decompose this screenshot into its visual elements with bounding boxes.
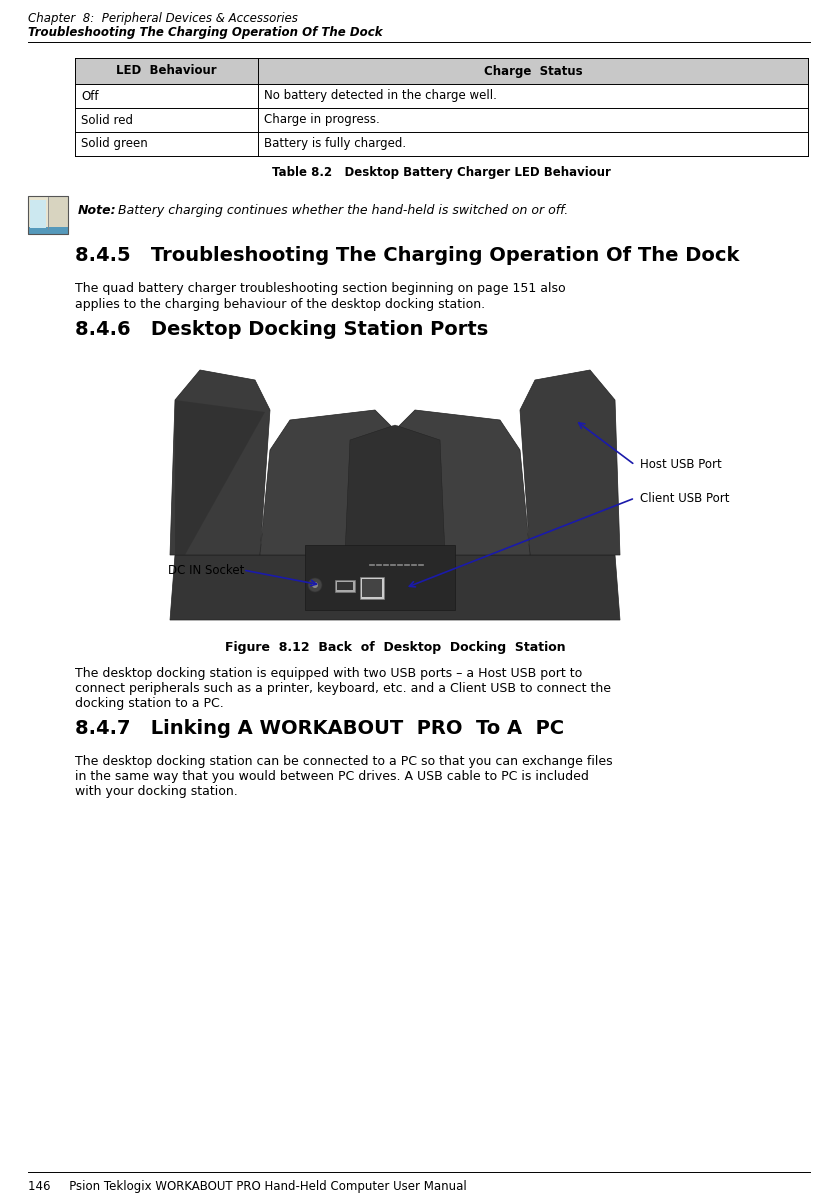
Text: The desktop docking station can be connected to a PC so that you can exchange fi: The desktop docking station can be conne…	[75, 755, 613, 768]
Text: Off: Off	[81, 90, 99, 103]
Text: Host USB Port: Host USB Port	[640, 458, 722, 472]
Text: LED  Behaviour: LED Behaviour	[116, 65, 217, 78]
Text: Troubleshooting The Charging Operation Of The Dock: Troubleshooting The Charging Operation O…	[28, 26, 383, 40]
Polygon shape	[260, 411, 530, 555]
Text: 8.4.5   Troubleshooting The Charging Operation Of The Dock: 8.4.5 Troubleshooting The Charging Opera…	[75, 247, 739, 265]
Text: applies to the charging behaviour of the desktop docking station.: applies to the charging behaviour of the…	[75, 298, 485, 311]
Bar	[28, 227, 68, 233]
Bar	[28, 196, 68, 233]
Circle shape	[308, 578, 322, 593]
Text: The quad battery charger troubleshooting section beginning on page 151 also: The quad battery charger troubleshooting…	[75, 282, 566, 294]
Text: Figure  8.12  Back  of  Desktop  Docking  Station: Figure 8.12 Back of Desktop Docking Stat…	[225, 642, 566, 654]
Bar	[305, 545, 455, 610]
Polygon shape	[345, 425, 445, 555]
Polygon shape	[170, 555, 620, 620]
Text: No battery detected in the charge well.: No battery detected in the charge well.	[264, 90, 497, 103]
Bar	[362, 579, 382, 597]
Text: The desktop docking station is equipped with two USB ports – a Host USB port to: The desktop docking station is equipped …	[75, 667, 582, 680]
Bar	[48, 196, 68, 233]
Text: Charge in progress.: Charge in progress.	[264, 114, 380, 127]
Text: with your docking station.: with your docking station.	[75, 785, 238, 798]
Text: 146     Psion Teklogix WORKABOUT PRO Hand-Held Computer User Manual: 146 Psion Teklogix WORKABOUT PRO Hand-He…	[28, 1180, 467, 1193]
Bar	[337, 582, 353, 590]
Text: docking station to a PC.: docking station to a PC.	[75, 697, 224, 710]
Text: Table 8.2   Desktop Battery Charger LED Behaviour: Table 8.2 Desktop Battery Charger LED Be…	[272, 166, 611, 180]
Bar	[28, 196, 48, 233]
Polygon shape	[175, 400, 265, 555]
Circle shape	[312, 582, 318, 588]
Text: Client USB Port: Client USB Port	[640, 492, 730, 504]
Text: Solid red: Solid red	[81, 114, 133, 127]
Text: Battery charging continues whether the hand-held is switched on or off.: Battery charging continues whether the h…	[118, 203, 568, 217]
Text: Charge  Status: Charge Status	[484, 65, 582, 78]
Text: Note:: Note:	[78, 203, 116, 217]
Text: Chapter  8:  Peripheral Devices & Accessories: Chapter 8: Peripheral Devices & Accessor…	[28, 12, 297, 25]
Text: Solid green: Solid green	[81, 138, 147, 151]
Text: Battery is fully charged.: Battery is fully charged.	[264, 138, 406, 151]
Bar	[75, 57, 808, 84]
Polygon shape	[520, 370, 620, 555]
Bar	[335, 581, 355, 593]
Bar	[30, 200, 46, 227]
Text: 8.4.6   Desktop Docking Station Ports: 8.4.6 Desktop Docking Station Ports	[75, 320, 489, 339]
Text: connect peripherals such as a printer, keyboard, etc. and a Client USB to connec: connect peripherals such as a printer, k…	[75, 682, 611, 695]
Polygon shape	[170, 370, 270, 555]
Bar	[160, 360, 630, 625]
Bar	[360, 577, 384, 598]
Text: DC IN Socket: DC IN Socket	[168, 564, 245, 577]
Text: 8.4.7   Linking A WORKABOUT  PRO  To A  PC: 8.4.7 Linking A WORKABOUT PRO To A PC	[75, 719, 564, 739]
Text: in the same way that you would between PC drives. A USB cable to PC is included: in the same way that you would between P…	[75, 770, 589, 783]
